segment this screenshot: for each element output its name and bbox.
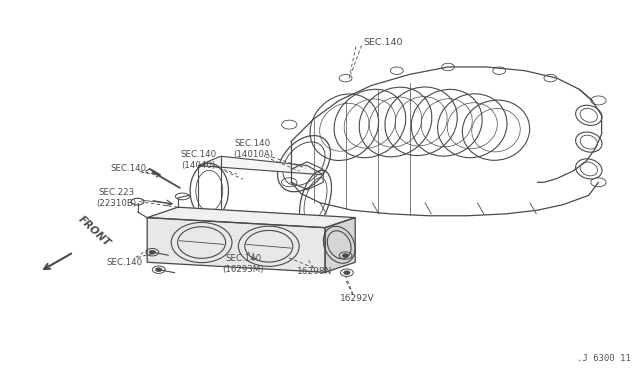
Text: SEC.140
(14010A): SEC.140 (14010A) [233,139,273,158]
Circle shape [149,250,156,254]
Text: SEC.140
(14040): SEC.140 (14040) [180,150,216,170]
Polygon shape [325,218,355,272]
Text: 16298N: 16298N [297,267,333,276]
Polygon shape [198,156,323,175]
Text: SEC.140
(16293M): SEC.140 (16293M) [223,254,264,274]
Polygon shape [198,216,323,234]
Text: SEC.140: SEC.140 [364,38,403,47]
Circle shape [344,271,350,275]
Text: SEC.140: SEC.140 [110,164,146,173]
Polygon shape [147,218,325,272]
Text: 16292V: 16292V [340,294,374,303]
Text: FRONT: FRONT [77,214,113,248]
Circle shape [156,268,162,272]
Text: SEC.140: SEC.140 [107,258,143,267]
Polygon shape [147,207,355,228]
Text: .J 6300 11: .J 6300 11 [577,354,630,363]
Text: SEC.223
(22310B): SEC.223 (22310B) [97,188,136,208]
Circle shape [342,254,349,257]
